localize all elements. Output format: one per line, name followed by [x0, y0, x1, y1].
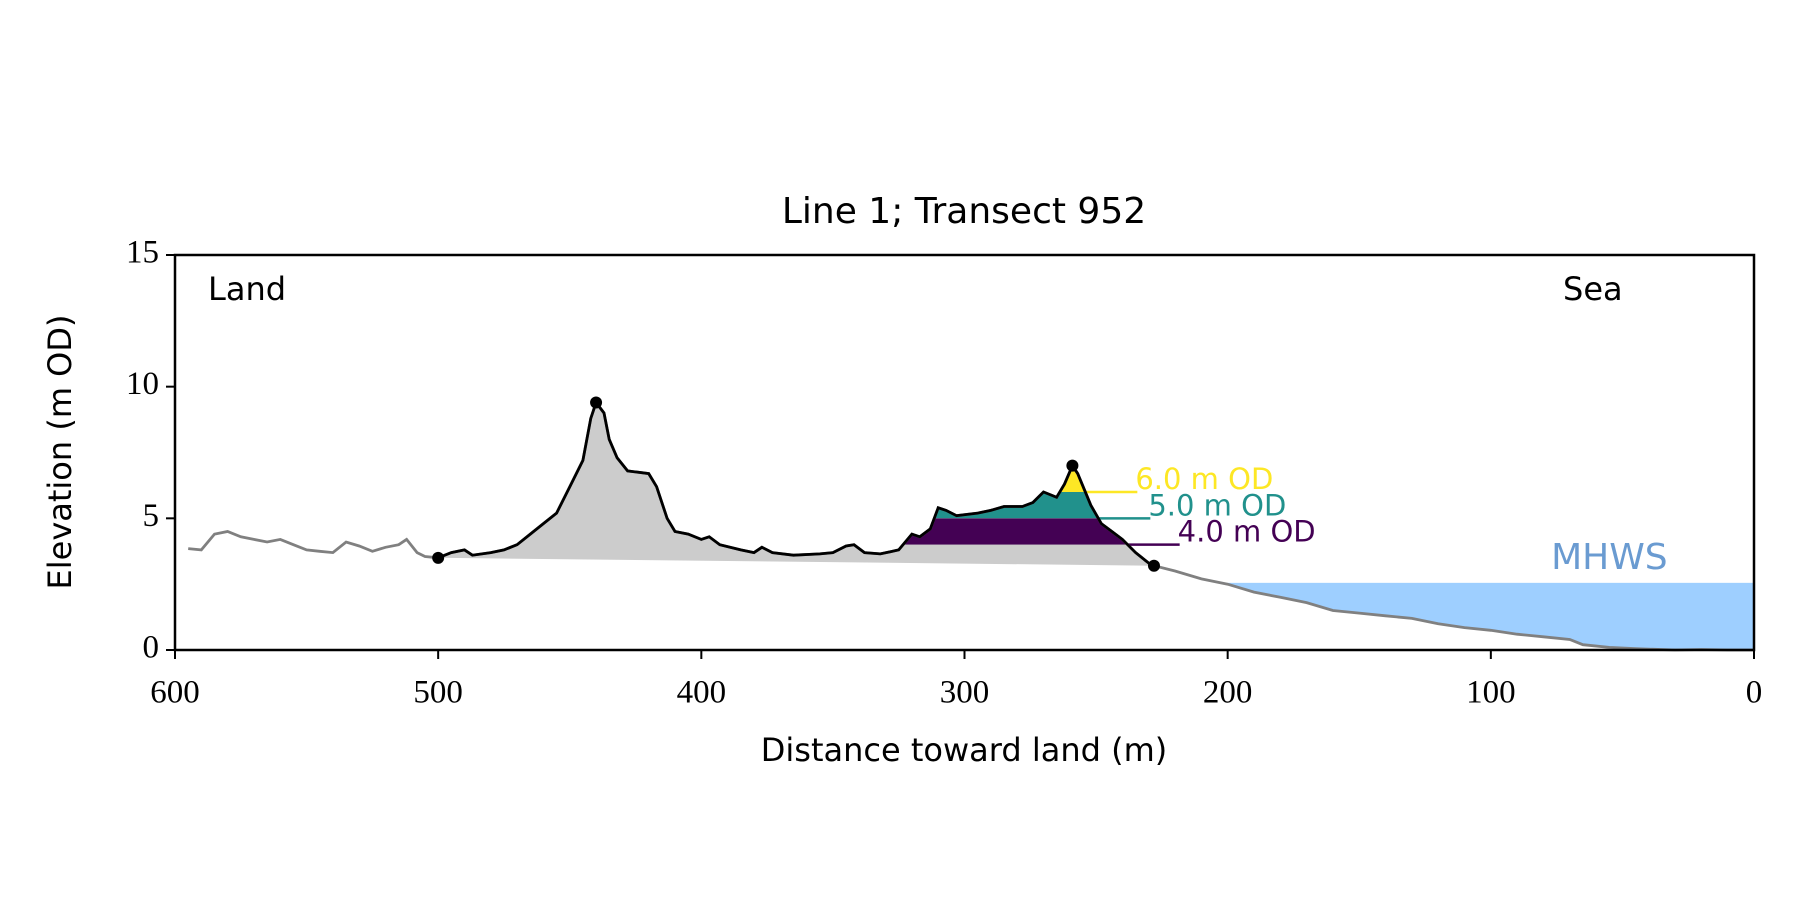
- level-label: 6.0 m OD: [1135, 462, 1273, 496]
- annotation: Land: [208, 270, 286, 308]
- level-label: 4.0 m OD: [1178, 515, 1316, 549]
- x-tick-label: 300: [940, 675, 990, 711]
- y-tick-label: 15: [126, 235, 159, 271]
- mhws-label: MHWS: [1551, 537, 1668, 578]
- x-tick-label: 600: [150, 675, 200, 711]
- point: [1147, 559, 1160, 572]
- x-tick-label: 200: [1203, 675, 1253, 711]
- section-line: [437, 399, 1155, 567]
- y-tick-label: 10: [126, 366, 159, 402]
- x-axis-label: Distance toward land (m): [761, 731, 1167, 769]
- x-tick-label: 100: [1466, 675, 1516, 711]
- x-tick-label: 400: [677, 675, 727, 711]
- level-label: 5.0 m OD: [1148, 488, 1286, 522]
- mhws-fill: [175, 582, 1754, 650]
- chart-title: Line 1; Transect 952: [782, 191, 1146, 232]
- point: [1066, 459, 1079, 472]
- y-tick-label: 5: [143, 498, 160, 534]
- annotation: Sea: [1563, 270, 1623, 308]
- x-tick-label: 500: [413, 675, 463, 711]
- x-tick-label: 0: [1746, 675, 1763, 711]
- level-band: [903, 518, 1128, 545]
- y-tick-label: 0: [143, 630, 160, 666]
- level-band: [1059, 465, 1086, 492]
- y-axis-label: Elevation (m OD): [41, 315, 79, 590]
- point: [590, 396, 603, 409]
- point: [432, 551, 445, 564]
